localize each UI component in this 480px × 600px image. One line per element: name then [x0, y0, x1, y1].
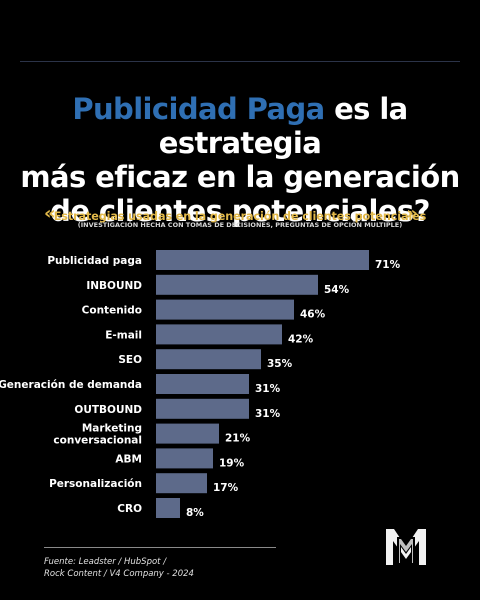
headline: Publicidad Paga es la estrategia más efi… [0, 92, 480, 228]
value-label-2: 46% [300, 309, 326, 321]
value-label-5: 31% [255, 383, 281, 395]
source-line2: Rock Content / V4 Company - 2024 [44, 569, 194, 579]
bar-6 [156, 398, 249, 419]
source-divider [44, 547, 276, 548]
value-label-3: 42% [288, 333, 314, 345]
source-note: Fuente: Leadster / HubSpot / Rock Conten… [44, 556, 224, 580]
category-label-1: INBOUND [86, 280, 142, 292]
bar-4 [156, 349, 261, 370]
bar-2 [156, 299, 294, 320]
category-label-0: Publicidad paga [47, 255, 142, 267]
value-label-7: 21% [225, 433, 251, 445]
category-label-10: CRO [117, 503, 142, 515]
bar-3 [156, 324, 282, 345]
double-chevron-left-icon: « [44, 203, 56, 224]
category-label-2: Contenido [82, 305, 142, 317]
category-label-7: Marketing conversacional [53, 423, 142, 447]
value-label-8: 19% [219, 457, 245, 469]
headline-line3: de clientes potenciales? [50, 194, 430, 228]
category-label-8: ABM [115, 453, 142, 465]
bar-7 [156, 423, 219, 444]
category-label-3: E-mail [105, 329, 142, 341]
headline-line2: más eficaz en la generación [20, 160, 460, 194]
category-label-5: Generación de demanda [0, 379, 142, 391]
bar-8 [156, 448, 213, 469]
headline-accent: Publicidad Paga [72, 92, 325, 126]
value-label-10: 8% [186, 507, 204, 519]
double-chevron-right-icon: » [406, 203, 418, 224]
monogram-m-logo [386, 529, 426, 565]
category-label-9: Personalización [49, 478, 142, 490]
source-line1: Fuente: Leadster / HubSpot / [44, 557, 167, 567]
value-label-4: 35% [267, 358, 293, 370]
chart-title: Estrategias usadas en la generación de c… [53, 210, 427, 223]
chart-title-row: « Estrategias usadas en la generación de… [0, 203, 480, 225]
bar-10 [156, 498, 180, 518]
category-label-6: OUTBOUND [74, 404, 142, 416]
chart-subtitle: (INVESTIGACIÓN HECHA CON TOMAS DE DECISI… [77, 221, 403, 229]
category-label-4: SEO [118, 354, 142, 366]
bar-0 [156, 250, 369, 270]
headline-line1: es la estrategia [158, 92, 408, 160]
bar-5 [156, 374, 249, 394]
bar-1 [156, 274, 318, 295]
value-label-6: 31% [255, 408, 281, 420]
top-divider [20, 61, 460, 62]
value-label-9: 17% [213, 482, 239, 494]
value-label-1: 54% [324, 284, 350, 296]
bar-9 [156, 473, 207, 494]
value-label-0: 71% [375, 259, 401, 271]
